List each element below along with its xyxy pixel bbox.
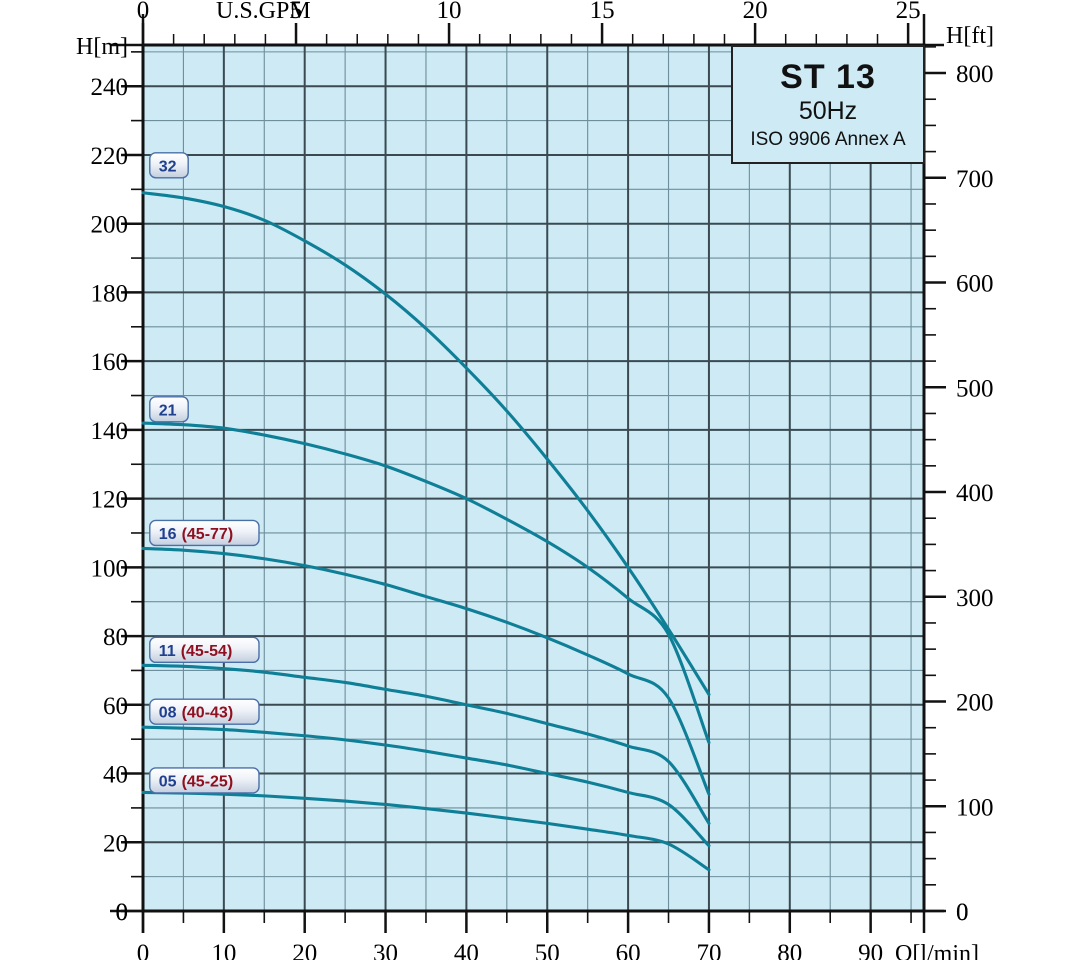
svg-text:40: 40 [103,762,128,789]
x-axis-label-top: U.S.GPM [216,0,311,24]
svg-text:60: 60 [103,693,128,720]
svg-text:80: 80 [103,624,128,651]
svg-text:600: 600 [956,271,994,298]
svg-text:800: 800 [956,61,994,88]
curve-label-08: 08 (40-43) [149,698,260,725]
svg-text:21: 21 [159,402,177,419]
svg-text:08(40-43): 08 (40-43) [159,705,233,722]
curve-label-21: 21 [149,396,189,423]
svg-text:32: 32 [159,158,177,175]
curve-05 [141,790,711,872]
svg-text:05(45-25): 05 (45-25) [159,773,233,790]
svg-text:20: 20 [743,0,768,24]
curve-16 [141,546,711,796]
curve-label-16: 16 (45-77) [149,519,260,547]
svg-text:0: 0 [116,899,129,926]
svg-text:240: 240 [91,74,129,101]
svg-text:60: 60 [616,940,641,960]
svg-text:40: 40 [454,940,479,960]
svg-text:180: 180 [91,280,129,307]
curve-label-range: (45-25) [182,773,234,790]
curve-08 [141,725,711,848]
curve-label-number: 05 [159,773,177,790]
svg-text:10: 10 [211,940,236,960]
svg-text:20: 20 [103,830,128,857]
origin-zero-left: 0 [116,899,129,926]
svg-text:500: 500 [956,375,994,402]
svg-text:100: 100 [91,555,129,582]
svg-text:5: 5 [290,0,303,24]
svg-text:70: 70 [696,940,721,960]
axis-ticks [121,23,946,933]
curve-21 [141,421,711,745]
svg-text:11(45-54): 11 (45-54) [159,643,233,660]
curve-label-32: 32 [149,152,189,179]
svg-text:0: 0 [137,940,150,960]
svg-text:25: 25 [896,0,921,24]
svg-text:16(45-77): 16 (45-77) [159,526,233,543]
performance-curves [141,191,711,872]
svg-text:220: 220 [91,143,129,170]
svg-text:140: 140 [91,418,129,445]
svg-text:0: 0 [956,899,969,926]
curve-label-11: 11 (45-54) [149,636,260,664]
svg-text:20: 20 [292,940,317,960]
y-axis-label-right: H[ft] [946,23,994,49]
standard-label: ISO 9906 Annex A [750,129,906,150]
curve-11 [141,663,711,825]
frequency-label: 50Hz [799,97,857,125]
curve-label-range: (45-54) [181,643,233,660]
curve-label-number: 32 [159,158,177,175]
svg-text:90: 90 [858,940,883,960]
curve-label-number: 11 [159,643,176,660]
curve-label-number: 08 [159,705,177,722]
curve-labels: 32 21 16 (45-77) 11 (45-54) 08 (40-43) 05 (45-25) [149,152,260,794]
svg-text:300: 300 [956,585,994,612]
svg-text:100: 100 [956,794,994,821]
model-title: ST 13 [780,58,876,96]
curve-label-range: (45-77) [182,526,234,543]
svg-text:80: 80 [777,940,802,960]
svg-text:160: 160 [91,349,129,376]
svg-text:0: 0 [137,0,150,24]
svg-text:10: 10 [437,0,462,24]
origin-zero-right: 0 [956,899,969,926]
svg-text:700: 700 [956,166,994,193]
curve-label-range: (40-43) [182,705,234,722]
svg-text:200: 200 [956,690,994,717]
plot-background [143,45,924,911]
svg-text:15: 15 [590,0,615,24]
curve-label-number: 16 [159,526,177,543]
svg-text:50: 50 [535,940,560,960]
curve-label-05: 05 (45-25) [149,767,260,794]
svg-text:200: 200 [91,212,129,239]
svg-text:120: 120 [91,487,129,514]
curve-label-number: 21 [159,402,177,419]
svg-text:30: 30 [373,940,398,960]
y-axis-label-left: H[m] [76,34,128,60]
x-axis-label-bottom: Q[l/min] [895,941,979,960]
title-box-frame [731,45,925,164]
curve-32 [141,191,711,697]
svg-text:400: 400 [956,480,994,507]
